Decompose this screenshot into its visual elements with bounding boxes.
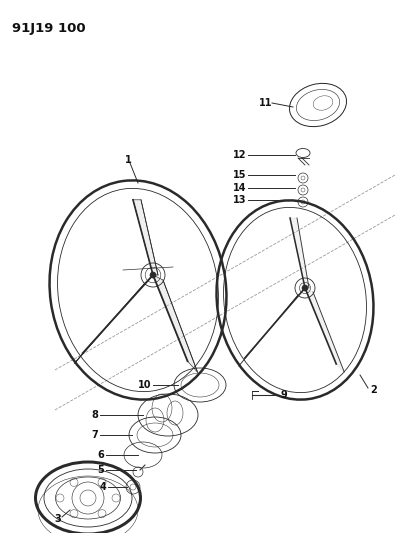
Text: 2: 2 [371, 385, 377, 395]
Polygon shape [153, 275, 198, 372]
Text: 12: 12 [233, 150, 247, 160]
Text: 14: 14 [233, 183, 247, 193]
Text: 8: 8 [92, 410, 98, 420]
Text: 10: 10 [138, 380, 152, 390]
Text: 4: 4 [100, 482, 106, 492]
Circle shape [302, 285, 308, 291]
Circle shape [150, 272, 156, 278]
Text: 6: 6 [98, 450, 104, 460]
Polygon shape [239, 288, 305, 366]
Text: 11: 11 [259, 98, 273, 108]
Polygon shape [75, 275, 153, 363]
Polygon shape [290, 218, 309, 288]
Text: 1: 1 [125, 155, 132, 165]
Text: 15: 15 [233, 170, 247, 180]
Text: 3: 3 [55, 514, 61, 524]
Text: 13: 13 [233, 195, 247, 205]
Text: 9: 9 [280, 390, 288, 400]
Text: 7: 7 [92, 430, 98, 440]
Text: 91J19 100: 91J19 100 [12, 22, 86, 35]
Polygon shape [305, 288, 344, 372]
Text: 5: 5 [98, 465, 104, 475]
Polygon shape [133, 200, 158, 275]
